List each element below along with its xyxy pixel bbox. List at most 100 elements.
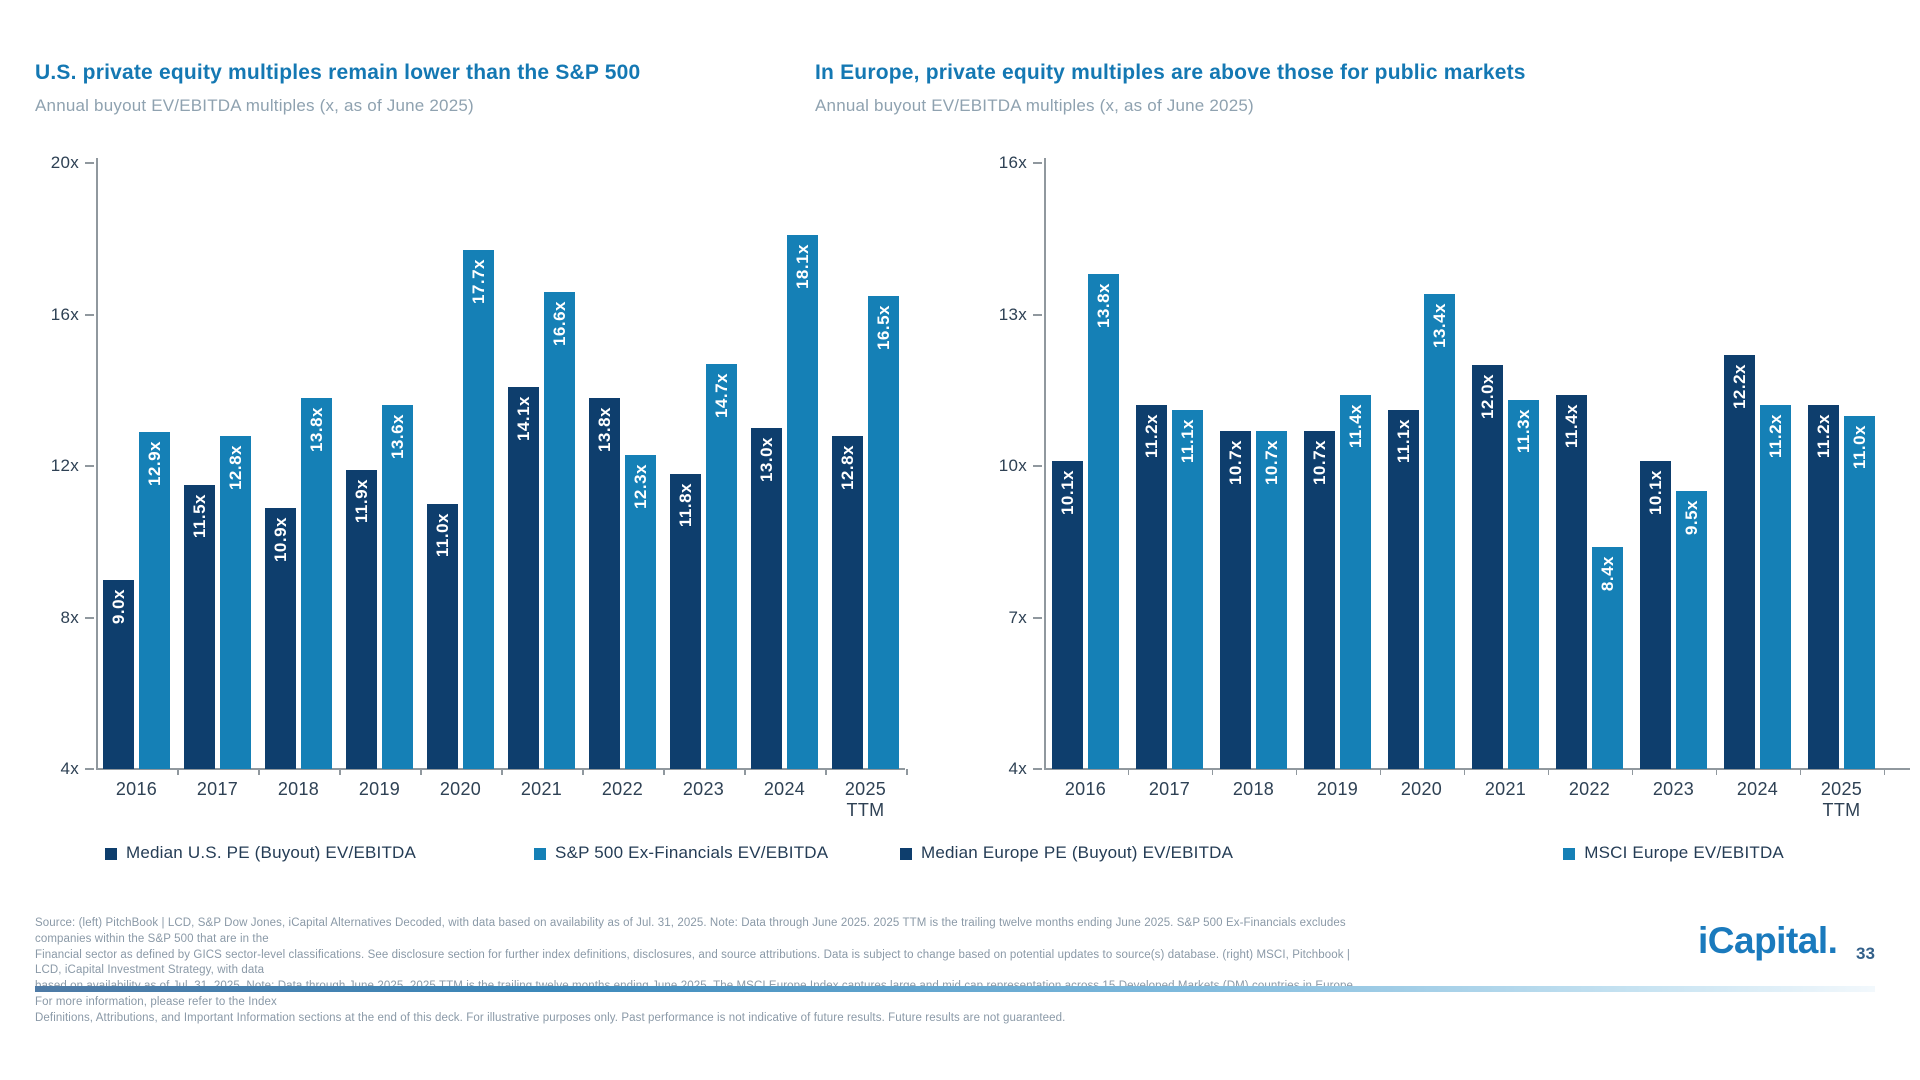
x-tick-mark [1379, 769, 1381, 775]
bar: 16.6x [544, 291, 575, 769]
y-tick-label: 12x [50, 456, 79, 475]
bar: 16.5x [868, 295, 899, 769]
year-group: 11.2x 11.0x 2025 TTM [1808, 163, 1875, 820]
x-category-label: 2017 [1148, 779, 1191, 799]
bar-value-label: 11.2x [1141, 414, 1161, 459]
year-group: 11.5x 12.8x 2017 [184, 163, 251, 799]
bar: 10.7x [1256, 430, 1287, 769]
us-x-axis-line [96, 768, 905, 770]
bar-value-label: 13.4x [1429, 303, 1449, 349]
bar: 12.0x [1472, 365, 1503, 769]
x-category-label: 2024 [1736, 779, 1779, 799]
year-group: 9.0x 12.9x 2016 [103, 163, 170, 799]
bar: 14.1x [508, 386, 539, 769]
x-tick-mark [1295, 769, 1297, 775]
bar: 13.0x [751, 428, 782, 769]
x-category-label: 2017 [196, 779, 239, 799]
bar: 17.7x [463, 250, 494, 769]
bar-value-label: 11.5x [189, 493, 209, 539]
year-group: 10.7x 11.4x 2019 [1304, 163, 1371, 799]
bar-value-label: 10.7x [1261, 439, 1281, 485]
us-bars: 9.0x 12.9x 2016 11.5x 12.8x 2017 10.9x 13.8x 201… [97, 163, 905, 820]
bar: 11.2x [1760, 405, 1791, 769]
legend-swatch [1563, 847, 1576, 860]
footnote-line: Definitions, Attributions, and Important… [35, 1011, 1066, 1024]
us-pe-chart: U.S. private equity multiples remain low… [35, 60, 908, 863]
bar: 10.1x [1052, 461, 1083, 769]
us-chart-subtitle: Annual buyout EV/EBITDA multiples (x, as… [35, 96, 474, 115]
x-category-label: 2024 [763, 779, 806, 799]
y-tick-mark [1033, 465, 1042, 467]
x-category-label: 2016 [1064, 779, 1107, 799]
bar-value-label: 12.3x [630, 463, 650, 509]
year-group: 12.0x 11.3x 2021 [1472, 163, 1539, 799]
x-category-label: 2021 [520, 779, 563, 799]
x-tick-mark [744, 769, 746, 775]
us-legend: Median U.S. PE (Buyout) EV/EBITDA S&P 500… [105, 843, 905, 863]
bar-value-label: 10.9x [270, 516, 290, 562]
x-tick-mark [501, 769, 503, 775]
x-category-label: 2023 [1652, 779, 1695, 799]
bar: 13.8x [1088, 274, 1119, 769]
us-chart-title: U.S. private equity multiples remain low… [35, 61, 641, 84]
europe-legend: Median Europe PE (Buyout) EV/EBITDA MSCI … [900, 843, 1910, 863]
y-tick-mark [1033, 162, 1042, 164]
bar: 10.7x [1220, 430, 1251, 769]
x-tick-mark [1799, 769, 1801, 775]
year-group: 11.9x 13.6x 2019 [346, 163, 413, 799]
europe-pe-chart: In Europe, private equity multiples are … [815, 60, 1910, 863]
y-tick-mark [1033, 313, 1042, 316]
bar: 12.9x [139, 431, 170, 769]
footnote-line: based on availability as of Jul. 31, 202… [35, 980, 1356, 1008]
x-tick-mark [258, 769, 260, 775]
y-tick-mark [85, 616, 94, 619]
bar: 8.4x [1592, 546, 1623, 769]
source-footnote: Source: (left) PitchBook | LCD, S&P Dow … [35, 916, 1375, 1027]
bar-value-label: 14.1x [513, 395, 533, 441]
x-tick-mark [339, 769, 341, 775]
bar-value-label: 11.3x [1513, 409, 1533, 454]
bar-value-label: 11.4x [1345, 404, 1365, 449]
y-tick-label: 10x [998, 456, 1027, 475]
bar: 11.1x [1172, 410, 1203, 769]
bar-value-label: 12.9x [144, 440, 164, 486]
legend-item: MSCI Europe EV/EBITDA [1563, 843, 1784, 863]
year-group: 12.2x 11.2x 2024 [1724, 163, 1791, 799]
bar-value-label: 13.6x [387, 414, 407, 460]
bar-value-label: 13.8x [1093, 283, 1113, 329]
x-category-label: 2019 [1316, 779, 1359, 799]
footnote-line: Source: (left) PitchBook | LCD, S&P Dow … [35, 917, 1346, 945]
y-tick-label: 13x [998, 304, 1027, 324]
year-group: 11.8x 14.7x 2023 [670, 163, 737, 799]
x-tick-mark [582, 769, 584, 775]
bar-value-label: 11.4x [1561, 404, 1581, 449]
bar-value-label: 11.1x [1177, 419, 1197, 464]
x-category-label: 2021 [1484, 779, 1527, 799]
x-tick-mark [1463, 769, 1465, 775]
legend-swatch [534, 847, 547, 860]
legend-swatch [900, 847, 912, 860]
us-plot-row: 4x 8x 12x 16x 20x 9.0x 12.9x 2016 11.5x 12.8x 201… [35, 153, 908, 820]
x-tick-mark [1547, 769, 1549, 775]
x-tick-mark [663, 769, 665, 775]
x-tick-mark [1883, 769, 1885, 775]
legend-item: Median Europe PE (Buyout) EV/EBITDA [900, 843, 1233, 863]
y-tick-mark [85, 313, 94, 316]
y-tick-mark [1033, 616, 1042, 619]
bar-value-label: 17.7x [468, 259, 488, 305]
year-group: 10.1x 9.5x 2023 [1640, 163, 1707, 799]
year-group: 11.2x 11.1x 2017 [1136, 163, 1203, 799]
bar-value-label: 10.7x [1225, 439, 1245, 485]
europe-chart-subtitle: Annual buyout EV/EBITDA multiples (x, as… [815, 96, 1254, 115]
europe-chart-title: In Europe, private equity multiples are … [815, 61, 1526, 84]
bar: 10.1x [1640, 461, 1671, 769]
y-tick-label: 16x [50, 304, 79, 324]
bar: 10.9x [265, 507, 296, 769]
bar-value-label: 12.2x [1729, 363, 1749, 409]
icapital-logo: iCapital. [1698, 920, 1838, 961]
bar: 9.0x [103, 579, 134, 769]
x-category-label: 2018 [1232, 779, 1275, 799]
y-tick-mark [85, 465, 94, 467]
x-tick-mark [1715, 769, 1717, 775]
